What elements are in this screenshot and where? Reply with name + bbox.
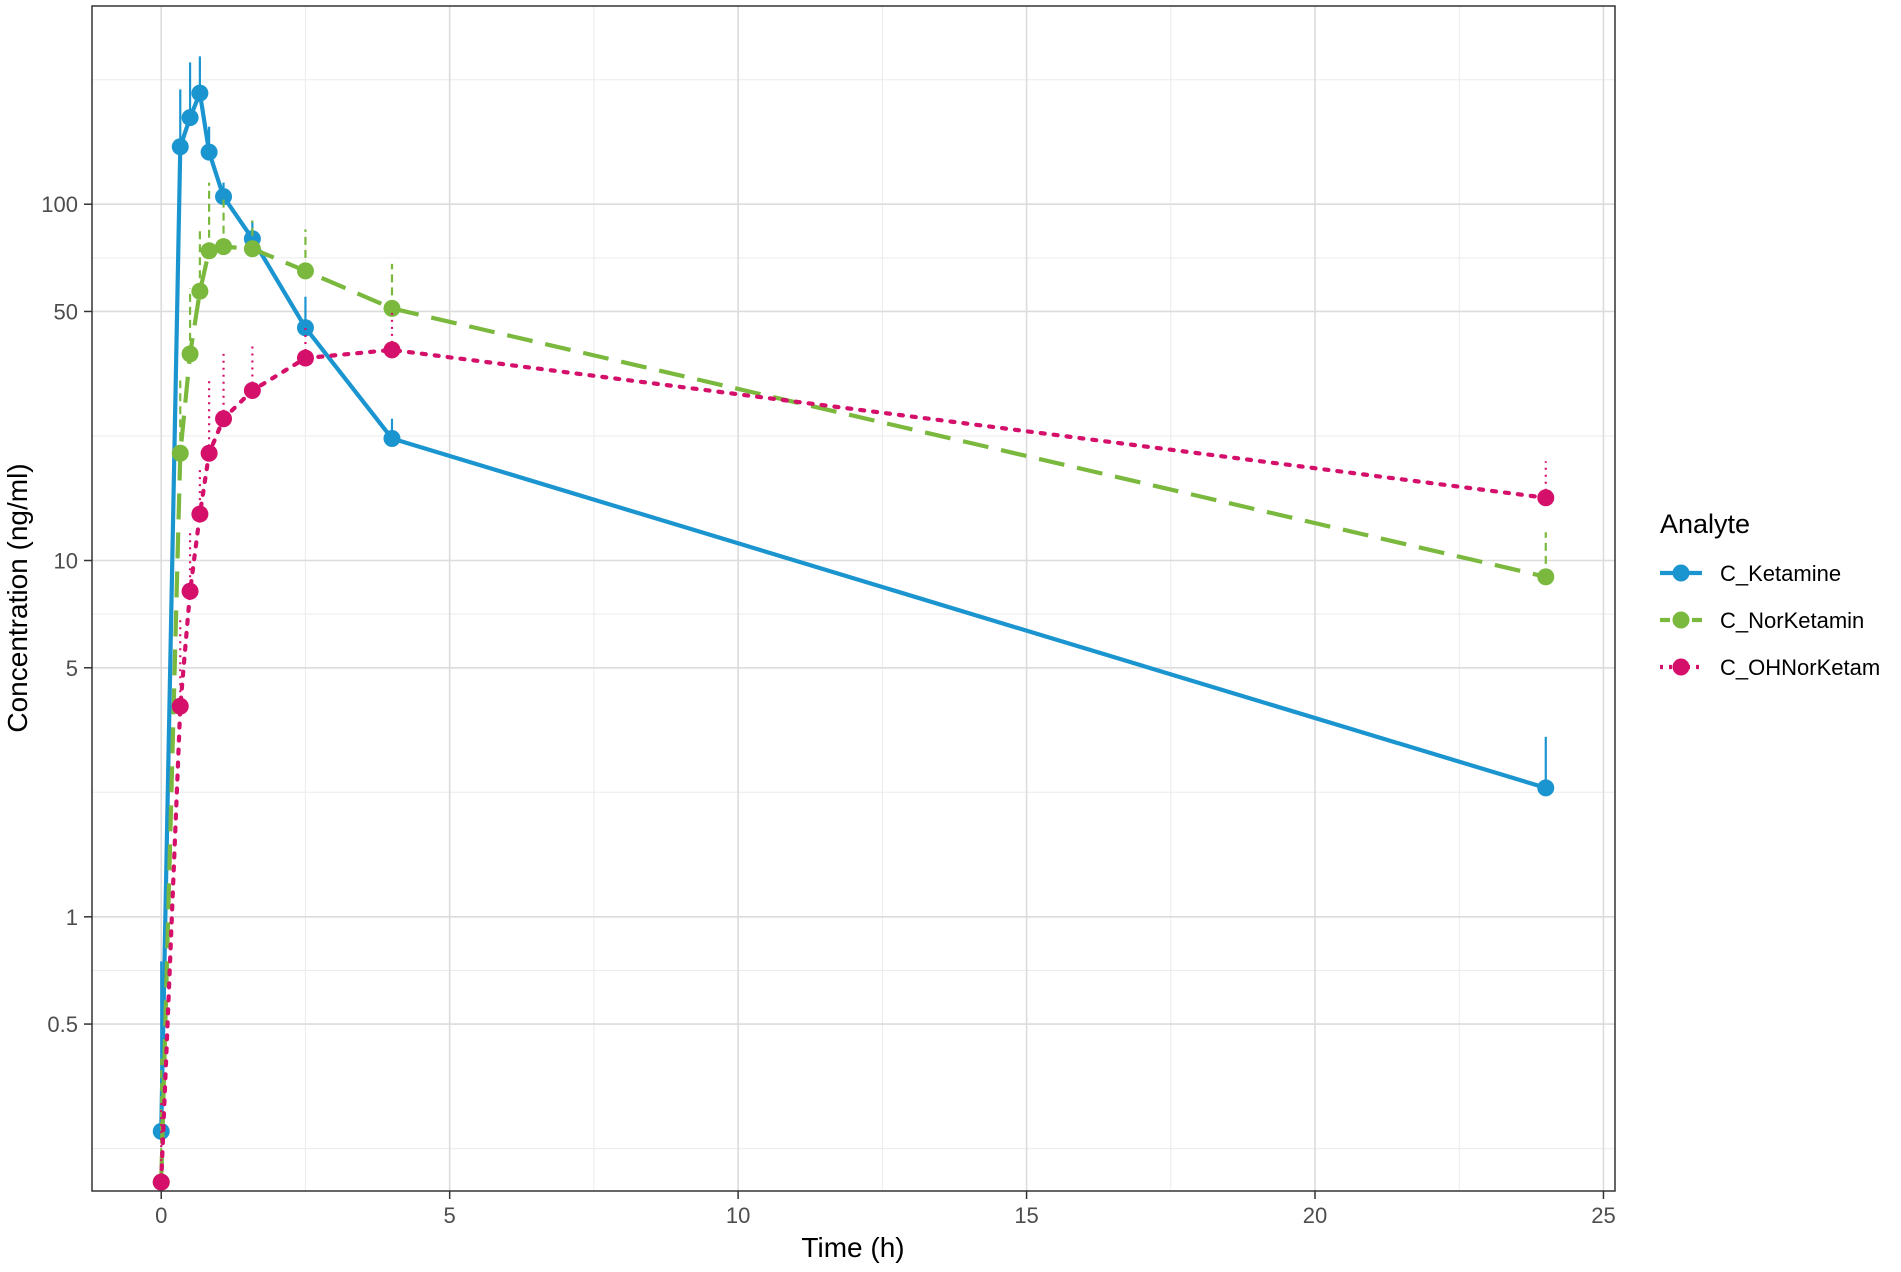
legend-item: C_NorKetamin (1660, 608, 1864, 633)
y-tick-label: 10 (54, 549, 78, 574)
y-tick-label: 1 (66, 905, 78, 930)
data-point (200, 143, 218, 161)
legend-label: C_OHNorKetam (1720, 655, 1880, 680)
data-point (191, 505, 209, 523)
legend-items: C_Ketamine C_NorKetamin C_OHNorKetam (1660, 561, 1880, 680)
legend-key-point (1672, 564, 1690, 582)
data-point (296, 349, 314, 367)
data-point (200, 242, 218, 260)
data-point (383, 341, 401, 359)
data-point (181, 109, 199, 127)
data-point (215, 238, 233, 256)
x-tick-label: 0 (155, 1203, 167, 1228)
legend-title: Analyte (1660, 509, 1750, 539)
data-point (152, 1173, 170, 1191)
data-point (1537, 779, 1555, 797)
data-point (215, 410, 233, 428)
series-C_Ketamine (152, 56, 1555, 1140)
series-line (159, 90, 1547, 1132)
data-point (171, 444, 189, 462)
x-tick-label: 5 (444, 1203, 456, 1228)
x-tick-label: 15 (1014, 1203, 1038, 1228)
legend-key-point (1672, 658, 1690, 676)
x-axis-label: Time (h) (801, 1232, 904, 1263)
data-point (1537, 568, 1555, 586)
legend-key-point (1672, 611, 1690, 629)
legend: Analyte C_Ketamine C_NorKetamin C_OHNorKet… (1660, 509, 1880, 680)
data-point (215, 188, 233, 206)
series-layer (152, 56, 1555, 1191)
y-tick-label: 0.5 (47, 1012, 78, 1037)
data-point (181, 345, 199, 363)
x-tick-label: 10 (726, 1203, 750, 1228)
legend-item: C_OHNorKetam (1660, 655, 1880, 680)
y-axis: 0.5 1 5 10 50 100 (41, 192, 92, 1037)
legend-label: C_Ketamine (1720, 561, 1841, 586)
data-point (296, 319, 314, 337)
grid (92, 6, 1615, 1191)
data-point (243, 382, 261, 400)
data-point (191, 84, 209, 102)
data-point (171, 697, 189, 715)
legend-label: C_NorKetamin (1720, 608, 1864, 633)
data-point (383, 299, 401, 317)
plot-border (91, 5, 1616, 1192)
y-axis-label: Concentration (ng/ml) (2, 463, 33, 732)
x-tick-label: 20 (1303, 1203, 1327, 1228)
data-point (191, 282, 209, 300)
data-point (383, 430, 401, 448)
x-tick-label: 25 (1591, 1203, 1615, 1228)
data-point (200, 444, 218, 462)
x-axis: 0 5 10 15 20 25 (155, 1191, 1616, 1228)
plot-panel (92, 6, 1615, 1191)
data-point (296, 262, 314, 280)
y-tick-label: 100 (41, 192, 78, 217)
data-point (243, 240, 261, 258)
y-tick-label: 50 (54, 299, 78, 324)
data-point (171, 138, 189, 156)
data-point (181, 582, 199, 600)
series-C_OHNorKetam (152, 311, 1555, 1191)
legend-item: C_Ketamine (1660, 561, 1841, 586)
series-line (159, 347, 1548, 1185)
data-point (1537, 489, 1555, 507)
y-tick-label: 5 (66, 656, 78, 681)
